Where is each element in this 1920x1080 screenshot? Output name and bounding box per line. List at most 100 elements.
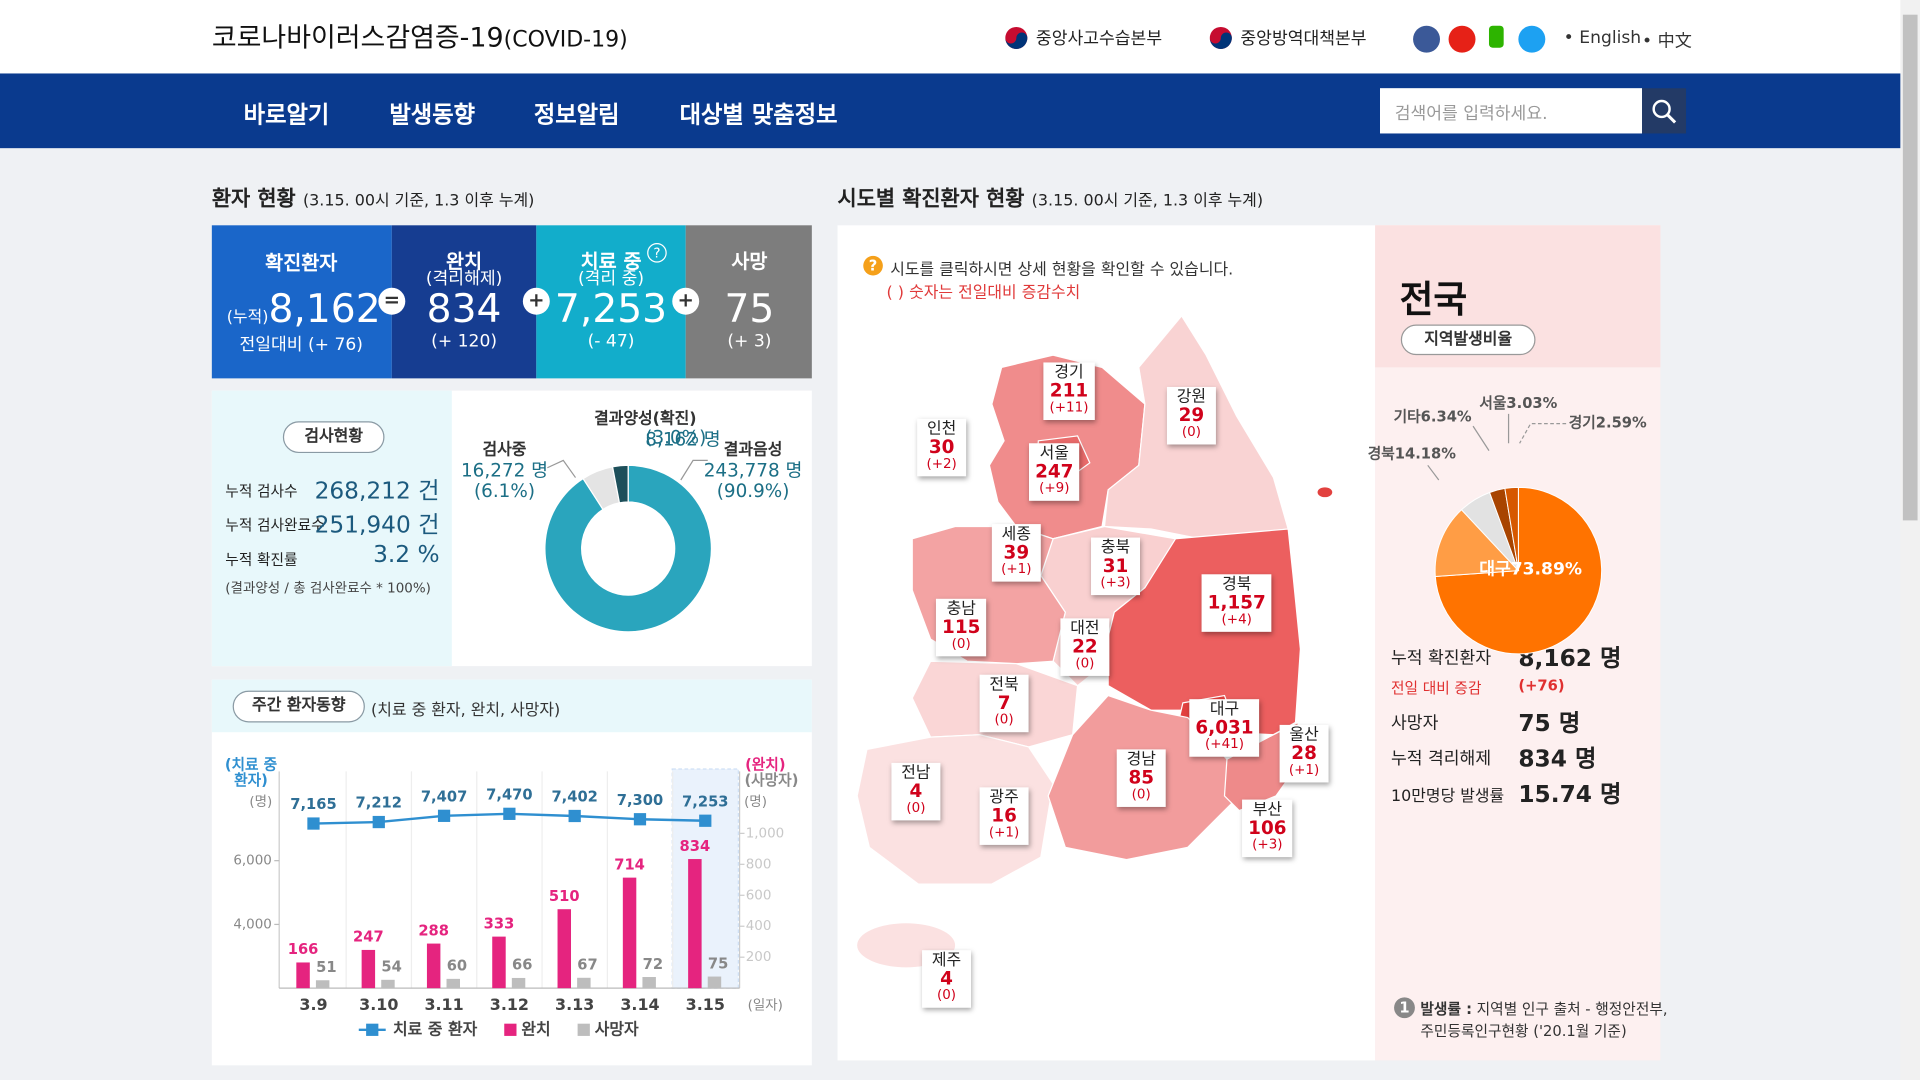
data-label: 72 [643, 956, 663, 973]
header-link[interactable]: 중앙방역대책본부 [1240, 29, 1367, 49]
region-label[interactable]: 경북 1,157 (+4) [1201, 574, 1272, 632]
region-count: 16 [991, 804, 1017, 827]
x-unit: (일자) [748, 997, 783, 1013]
bar [381, 979, 395, 989]
percent: (3.0%) [645, 426, 707, 449]
section-title: 시도별 확진환자 현황 (3.15. 00시 기준, 1.3 이후 누계) [838, 181, 1263, 211]
region-change: (0) [1181, 423, 1201, 440]
search-placeholder: 검색어를 입력하세요. [1394, 104, 1548, 124]
data-label: 333 [484, 915, 515, 932]
bar [688, 859, 702, 989]
region-count: 115 [942, 615, 981, 638]
region-label[interactable]: 대전 22 (0) [1060, 618, 1110, 676]
region-label[interactable]: 세종 39 (+1) [991, 524, 1041, 582]
region-change: (+1) [1001, 560, 1032, 577]
scrollbar-thumb[interactable] [1902, 14, 1918, 521]
line-marker [503, 807, 516, 820]
lang-link[interactable]: • 中文 [1642, 31, 1692, 52]
card-change: (+ 3) [727, 331, 772, 352]
tests-value: 251,940 건 [314, 511, 440, 539]
region-label[interactable]: 전북 7 (0) [979, 674, 1029, 733]
legend-label: 치료 중 환자 [393, 1019, 478, 1038]
region-label[interactable]: 대구 6,031 (+41) [1189, 699, 1260, 757]
region-label[interactable]: 인천 30 (+2) [917, 418, 967, 477]
leader-line [1427, 464, 1440, 481]
region-label[interactable]: 충남 115 (0) [935, 598, 987, 657]
menu-item[interactable]: 발생동향 [389, 101, 476, 129]
bar [577, 977, 591, 989]
stat-value: 834 명 [1518, 745, 1597, 773]
card-number: 7,253 [554, 285, 668, 332]
bar [642, 977, 656, 989]
data-label: 66 [512, 957, 532, 974]
flag-icon [1209, 26, 1232, 49]
stat-label: 누적 확진환자 [1391, 648, 1492, 669]
y-tick-label: 6,000 [233, 854, 272, 869]
status-note: (3.15. 00시 기준, 1.3 이후 누계) [302, 192, 535, 211]
menu-item[interactable]: 바로알기 [243, 101, 330, 129]
count: 8,162 명 [645, 428, 721, 451]
region-change: (0) [994, 711, 1014, 728]
lang-link[interactable]: • English [1563, 28, 1642, 48]
leader-line [680, 459, 708, 481]
card-number: 75 [724, 285, 775, 332]
line-marker [633, 813, 647, 826]
region-label[interactable]: 경기 211 (+11) [1043, 362, 1095, 421]
region-label[interactable]: 서울 247 (+9) [1028, 443, 1080, 501]
svg-text:?: ? [653, 246, 660, 261]
data-label: 67 [577, 957, 597, 974]
region-name: 제주 [931, 951, 962, 970]
pie-label: 서울3.03% [1479, 395, 1557, 412]
region-change: (0) [936, 986, 957, 1003]
card-sub: (격리해제) [425, 269, 503, 289]
pie-label: 경기2.59% [1569, 414, 1647, 432]
card-prefix: (누적) [226, 308, 269, 327]
footnote-text: 지역별 인구 출처 - 행정안전부, [1476, 1000, 1668, 1018]
legend-label: 사망자 [595, 1019, 639, 1038]
operator: = [384, 289, 400, 312]
card-sub: (격리 중) [577, 269, 645, 289]
operator: + [528, 289, 544, 312]
search-button[interactable] [1642, 88, 1687, 134]
site-title[interactable]: 코로나바이러스감염증-19(COVID-19) [212, 16, 628, 55]
social-icons[interactable] [1408, 23, 1549, 55]
card-number: 834 [426, 285, 502, 332]
region-label[interactable]: 강원 29 (0) [1166, 386, 1216, 445]
data-label: 834 [680, 838, 711, 855]
region-count: 22 [1072, 635, 1098, 658]
region-label[interactable]: 광주 16 (+1) [979, 787, 1029, 845]
region-change: (+1) [988, 824, 1020, 841]
highlight-column [671, 768, 739, 989]
line-marker [372, 815, 385, 829]
menu-item[interactable]: 정보알림 [533, 101, 620, 129]
region-name: 경북 [1222, 575, 1252, 594]
menu-item[interactable]: 대상별 맞춤정보 [679, 101, 838, 129]
region-label[interactable]: 제주 4 (0) [922, 950, 972, 1008]
leader-line [1519, 423, 1567, 444]
tests-value: 3.2 % [373, 541, 440, 569]
region-name: 서울 [1039, 444, 1069, 463]
region-name: 세종 [1001, 525, 1031, 544]
region-label[interactable]: 울산 28 (+1) [1279, 724, 1329, 783]
y2-tick-label: 600 [746, 888, 772, 903]
bar [622, 877, 637, 989]
help-icon[interactable]: ? [647, 242, 668, 263]
region-label[interactable]: 충북 31 (+3) [1091, 537, 1141, 596]
bar [296, 962, 310, 989]
region-label[interactable]: 부산 106 (+3) [1242, 799, 1293, 858]
data-label: 60 [447, 958, 467, 975]
bar [315, 980, 330, 989]
pie-name: 기타 [1394, 409, 1422, 426]
data-label: 714 [614, 856, 645, 873]
map-hint: 시도를 클릭하시면 상세 현황을 확인할 수 있습니다. [890, 260, 1234, 280]
footnote-num: 1 [1399, 999, 1409, 1016]
donut-name: 검사중 [482, 440, 527, 460]
region-count: 30 [928, 435, 955, 458]
data-label: 7,470 [486, 786, 532, 803]
stat-value: 75 명 [1518, 710, 1581, 738]
search-input[interactable] [1380, 88, 1643, 134]
region-label[interactable]: 경남 85 (0) [1116, 749, 1166, 807]
header-link[interactable]: 중앙사고수습본부 [1035, 29, 1163, 49]
region-label[interactable]: 전남 4 (0) [891, 762, 941, 821]
